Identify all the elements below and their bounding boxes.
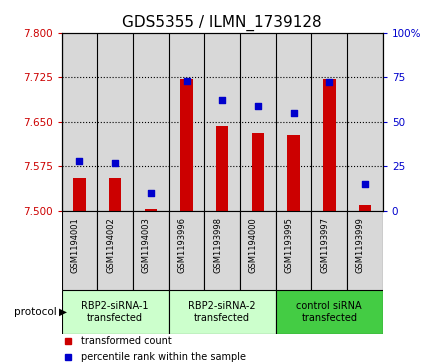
- Bar: [133, 211, 169, 290]
- Point: [219, 97, 226, 103]
- Text: GSM1194003: GSM1194003: [142, 217, 151, 273]
- Bar: [276, 290, 383, 334]
- Bar: [73, 178, 86, 211]
- Bar: [216, 126, 228, 211]
- Bar: [204, 211, 240, 290]
- Bar: [169, 33, 204, 211]
- Bar: [347, 33, 383, 211]
- Bar: [169, 290, 276, 334]
- Text: protocol: protocol: [15, 307, 57, 317]
- Bar: [97, 211, 133, 290]
- Bar: [347, 211, 383, 290]
- Text: GSM1194001: GSM1194001: [70, 217, 80, 273]
- Text: GSM1194000: GSM1194000: [249, 217, 258, 273]
- Text: ▶: ▶: [59, 307, 67, 317]
- Text: GSM1193996: GSM1193996: [177, 217, 187, 273]
- Point: [254, 103, 261, 109]
- Text: GSM1193998: GSM1193998: [213, 217, 222, 273]
- Bar: [145, 209, 157, 211]
- Point: [76, 158, 83, 164]
- Bar: [109, 178, 121, 211]
- Bar: [62, 33, 97, 211]
- Bar: [62, 211, 97, 290]
- Bar: [287, 135, 300, 211]
- Bar: [276, 33, 312, 211]
- Bar: [276, 211, 312, 290]
- Bar: [252, 133, 264, 211]
- Text: GSM1193997: GSM1193997: [320, 217, 329, 273]
- Point: [183, 78, 190, 83]
- Bar: [180, 79, 193, 211]
- Bar: [204, 33, 240, 211]
- Point: [361, 181, 368, 187]
- Bar: [359, 205, 371, 211]
- Point: [326, 79, 333, 85]
- Text: control siRNA
transfected: control siRNA transfected: [297, 301, 362, 323]
- Bar: [240, 33, 276, 211]
- Bar: [97, 33, 133, 211]
- Bar: [133, 33, 169, 211]
- Bar: [312, 33, 347, 211]
- Text: RBP2-siRNA-2
transfected: RBP2-siRNA-2 transfected: [188, 301, 256, 323]
- Text: transformed count: transformed count: [81, 336, 172, 346]
- Text: percentile rank within the sample: percentile rank within the sample: [81, 352, 246, 362]
- Text: RBP2-siRNA-1
transfected: RBP2-siRNA-1 transfected: [81, 301, 149, 323]
- Point: [147, 190, 154, 196]
- Point: [290, 110, 297, 115]
- Bar: [62, 290, 169, 334]
- Title: GDS5355 / ILMN_1739128: GDS5355 / ILMN_1739128: [122, 15, 322, 31]
- Bar: [312, 211, 347, 290]
- Bar: [169, 211, 204, 290]
- Text: GSM1193995: GSM1193995: [285, 217, 293, 273]
- Text: GSM1193999: GSM1193999: [356, 217, 365, 273]
- Bar: [240, 211, 276, 290]
- Bar: [323, 79, 336, 211]
- Point: [112, 160, 119, 166]
- Text: GSM1194002: GSM1194002: [106, 217, 115, 273]
